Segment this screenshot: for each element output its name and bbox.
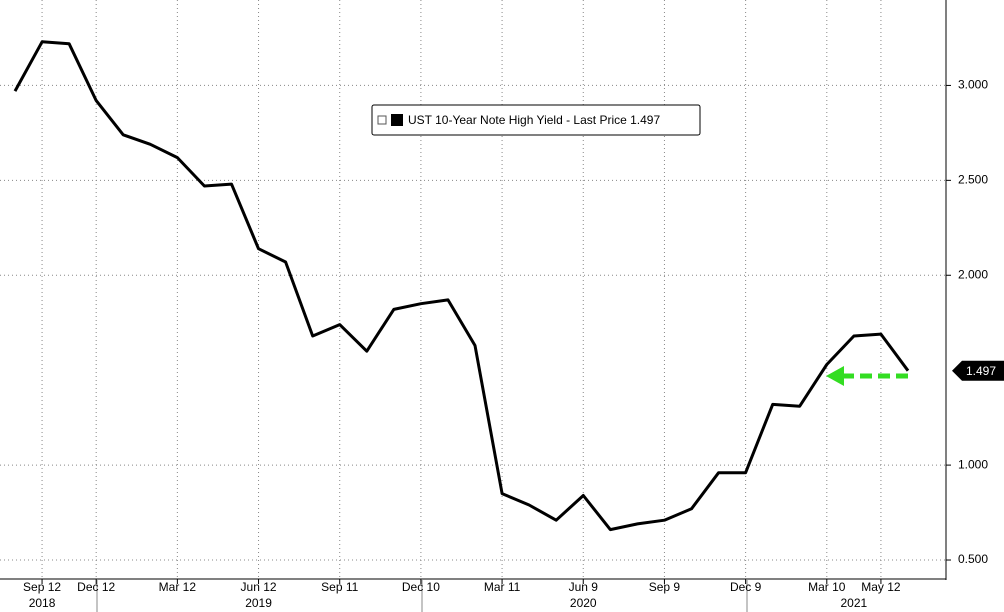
y-tick-label: 2.000 [958,267,988,281]
legend-label: UST 10-Year Note High Yield - Last Price… [408,113,660,127]
x-tick-label: Mar 12 [159,580,197,594]
x-tick-label: May 12 [861,580,901,594]
legend-series-name: UST 10-Year Note High Yield - Last Price [408,113,627,127]
legend-last-value: 1.497 [630,113,660,127]
year-label: 2019 [245,596,272,610]
data-line [13,40,910,532]
x-tick-label: Mar 11 [484,580,521,594]
last-price-tag [952,360,1004,381]
year-label: 2021 [841,596,868,610]
legend-toggle [377,115,387,125]
x-tick-label: Sep 11 [321,580,358,594]
x-tick-label: Dec 12 [77,580,115,594]
year-label: 2018 [29,596,56,610]
arrow-head [826,366,844,386]
y-tick-label: 1.000 [958,457,988,471]
x-tick-label: Sep 12 [23,580,61,594]
x-tick-label: Jun 9 [569,580,599,594]
year-label: 2020 [570,596,597,610]
legend: UST 10-Year Note High Yield - Last Price… [371,104,701,136]
x-tick-label: Dec 9 [730,580,762,594]
x-tick-label: Jun 12 [241,580,277,594]
legend-swatch [391,114,403,126]
x-tick-label: Dec 10 [402,580,440,594]
last-price-label: 1.497 [966,364,996,378]
annotation-arrow [826,366,908,386]
x-tick-label: Sep 9 [649,580,681,594]
y-tick-label: 0.500 [958,552,988,566]
y-tick-label: 3.000 [958,78,988,92]
x-tick-label: Mar 10 [808,580,846,594]
y-tick-label: 2.500 [958,173,988,187]
legend-box [371,104,701,136]
